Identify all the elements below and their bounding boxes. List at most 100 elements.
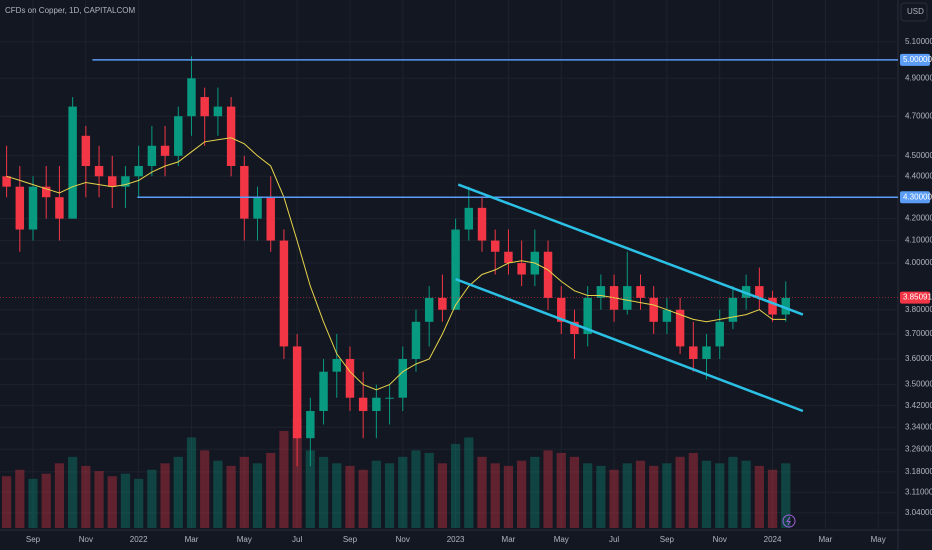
- volume-bar: [701, 460, 712, 528]
- candle-body: [570, 321, 579, 335]
- y-tick-label: 3.60000: [905, 354, 932, 363]
- y-tick-label: 3.11000: [905, 487, 932, 496]
- volume-bar: [490, 463, 500, 528]
- volume-bar: [437, 463, 448, 528]
- candle-body: [596, 286, 606, 298]
- candle-body: [41, 186, 51, 198]
- candle-body: [15, 186, 25, 230]
- events-icon[interactable]: [782, 514, 796, 528]
- x-tick-label: Mar: [185, 535, 199, 544]
- volume-bar: [358, 469, 368, 528]
- x-tick-label: May: [237, 535, 252, 544]
- volume-bar: [583, 463, 593, 528]
- y-tick-label: 3.80000: [905, 305, 932, 314]
- y-tick-label: 3.18000: [905, 467, 932, 476]
- volume-bar: [622, 463, 632, 528]
- candle-body: [715, 321, 724, 347]
- volume-bar: [530, 456, 540, 528]
- x-tick-label: Nov: [79, 535, 93, 544]
- candle-body: [490, 240, 500, 252]
- volume-bar: [649, 465, 659, 528]
- moving-average: [6, 137, 786, 391]
- candle-body: [543, 251, 553, 298]
- y-tick-label: 3.04000: [905, 508, 932, 517]
- candle-body: [438, 297, 447, 310]
- candle-body: [134, 165, 143, 177]
- volume-bar: [411, 450, 421, 528]
- volume-bar: [134, 478, 144, 528]
- x-tick-label: Jul: [292, 535, 302, 544]
- candle-body: [451, 229, 460, 310]
- y-tick-label: 3.26000: [905, 444, 932, 453]
- candle-body: [306, 411, 315, 439]
- volume-bar: [754, 465, 764, 528]
- volume-bar: [569, 456, 580, 528]
- volume-bar: [675, 456, 685, 528]
- y-tick-label: 4.00000: [905, 258, 932, 267]
- candle-body: [345, 358, 355, 398]
- candle-body: [398, 358, 408, 398]
- currency-box[interactable]: [900, 2, 928, 22]
- y-tick-label: 4.40000: [905, 171, 932, 180]
- volume-bar: [688, 452, 698, 528]
- candle-body: [557, 297, 566, 322]
- candle-body: [319, 371, 328, 412]
- grid: [0, 0, 898, 530]
- candle-body: [689, 346, 698, 359]
- x-tick-label: Nov: [396, 535, 410, 544]
- volume-bar: [635, 460, 646, 528]
- volume-bar: [609, 469, 619, 528]
- candle-body: [55, 197, 64, 219]
- volume-bar: [173, 456, 183, 528]
- x-tick-label: Jul: [609, 535, 619, 544]
- candle-body: [464, 207, 474, 230]
- candle-body: [187, 78, 196, 117]
- x-tick-label: 2023: [447, 535, 465, 544]
- volume-bar: [226, 465, 236, 528]
- candle-body: [292, 346, 302, 439]
- candle-body: [504, 251, 513, 264]
- candle-body: [385, 397, 394, 399]
- candle-body: [160, 145, 170, 156]
- volume-bar: [662, 463, 672, 528]
- volume-bar: [450, 443, 461, 528]
- currency: USD: [907, 7, 924, 16]
- volume-bar: [556, 452, 566, 528]
- candle-body: [213, 106, 223, 117]
- candle-body: [702, 346, 711, 359]
- last-price-box: [900, 291, 930, 304]
- x-tick-label: Sep: [26, 535, 41, 544]
- y-tick-label: 3.70000: [905, 329, 932, 338]
- volume-bar: [345, 465, 355, 528]
- candle-body: [253, 197, 262, 219]
- volume-bar: [15, 469, 25, 528]
- volume-bar: [147, 469, 157, 528]
- candle-body: [755, 286, 764, 298]
- last-price-label: 3.85091: [903, 293, 932, 302]
- y-tick-label: 3.42000: [905, 401, 932, 410]
- volume-bar: [728, 456, 738, 528]
- candle-body: [68, 106, 77, 219]
- overlays: [0, 59, 898, 413]
- candle-body: [121, 176, 130, 187]
- x-tick-label: Mar: [818, 535, 832, 544]
- y-tick-label: 4.50000: [905, 151, 932, 160]
- candle-body: [372, 397, 381, 412]
- volume-bar: [186, 437, 197, 528]
- y-tick-label: 4.70000: [905, 111, 932, 120]
- volume-bar: [94, 471, 104, 528]
- volume-bar: [384, 463, 395, 528]
- y-tick-label: 3.50000: [905, 380, 932, 389]
- candle-body: [332, 358, 341, 372]
- level-label: 5.00000: [903, 55, 932, 64]
- x-tick-label: May: [554, 535, 569, 544]
- candle-body: [728, 297, 738, 322]
- volume-bar: [543, 450, 553, 528]
- candle-body: [200, 97, 209, 117]
- volume-bar: [767, 469, 778, 528]
- volume-bar: [596, 465, 606, 528]
- candle-body: [517, 263, 526, 275]
- candles: [2, 56, 790, 467]
